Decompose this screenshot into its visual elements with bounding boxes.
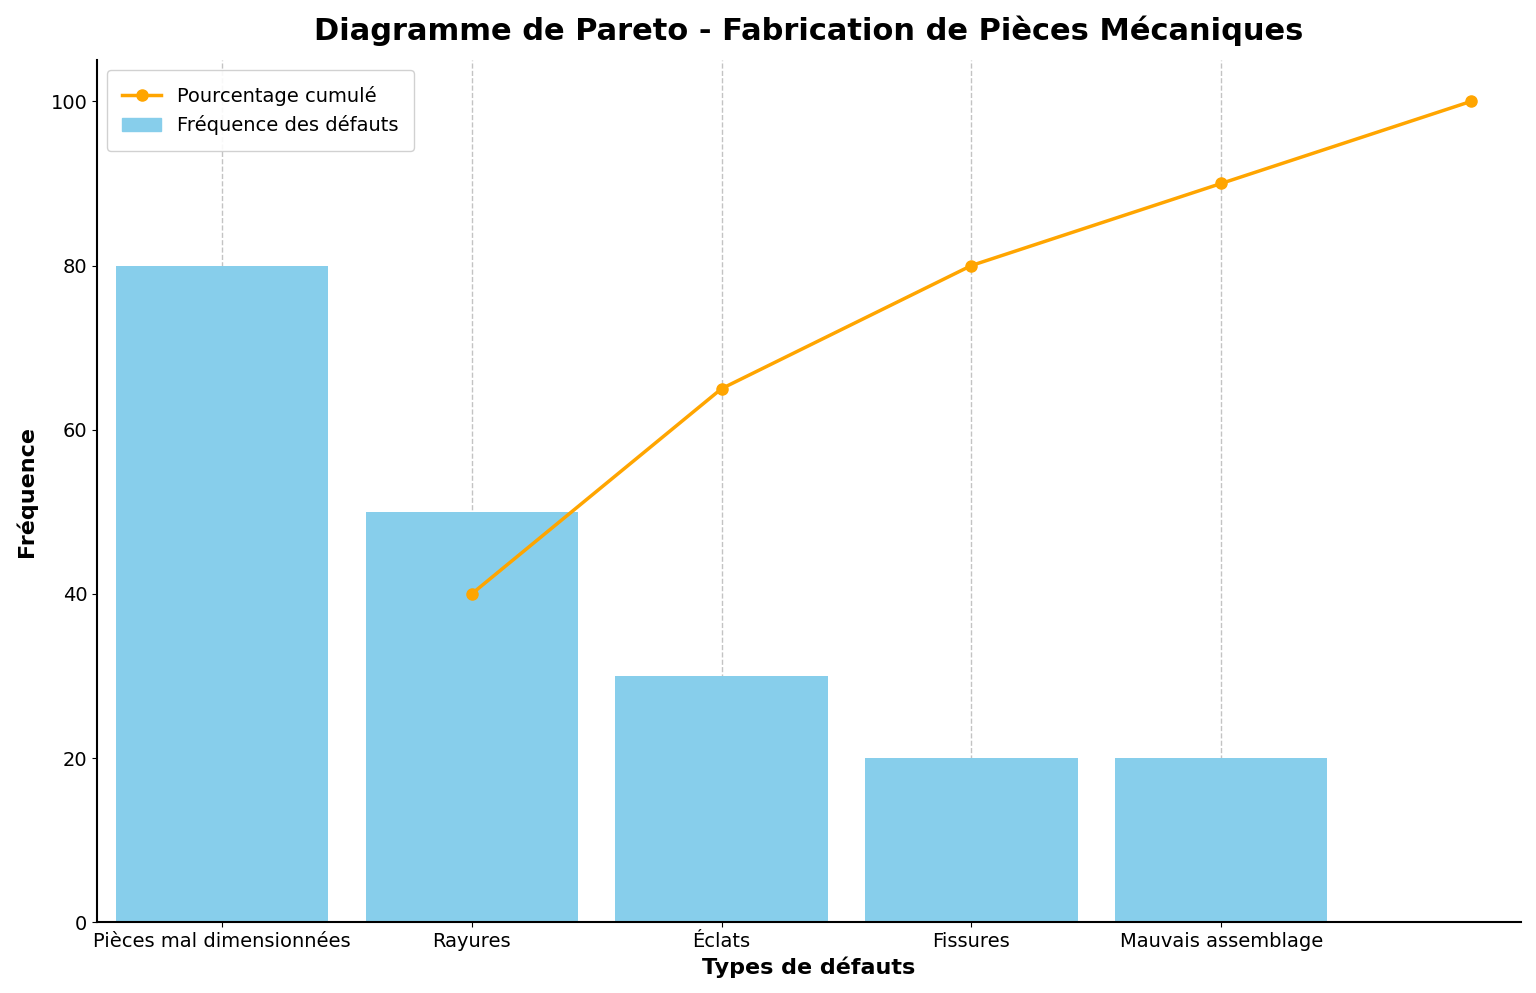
Bar (115, 265, 329, 922)
Title: Diagramme de Pareto - Fabrication de Pièces Mécaniques: Diagramme de Pareto - Fabrication de Piè… (315, 15, 1304, 46)
Legend: Pourcentage cumulé, Fréquence des défauts: Pourcentage cumulé, Fréquence des défaut… (106, 71, 413, 151)
Bar (865, 758, 1078, 922)
Bar (366, 511, 578, 922)
Bar (616, 676, 828, 922)
X-axis label: Types de défauts: Types de défauts (702, 956, 915, 978)
Bar (1115, 758, 1327, 922)
Y-axis label: Fréquence: Fréquence (15, 426, 37, 557)
